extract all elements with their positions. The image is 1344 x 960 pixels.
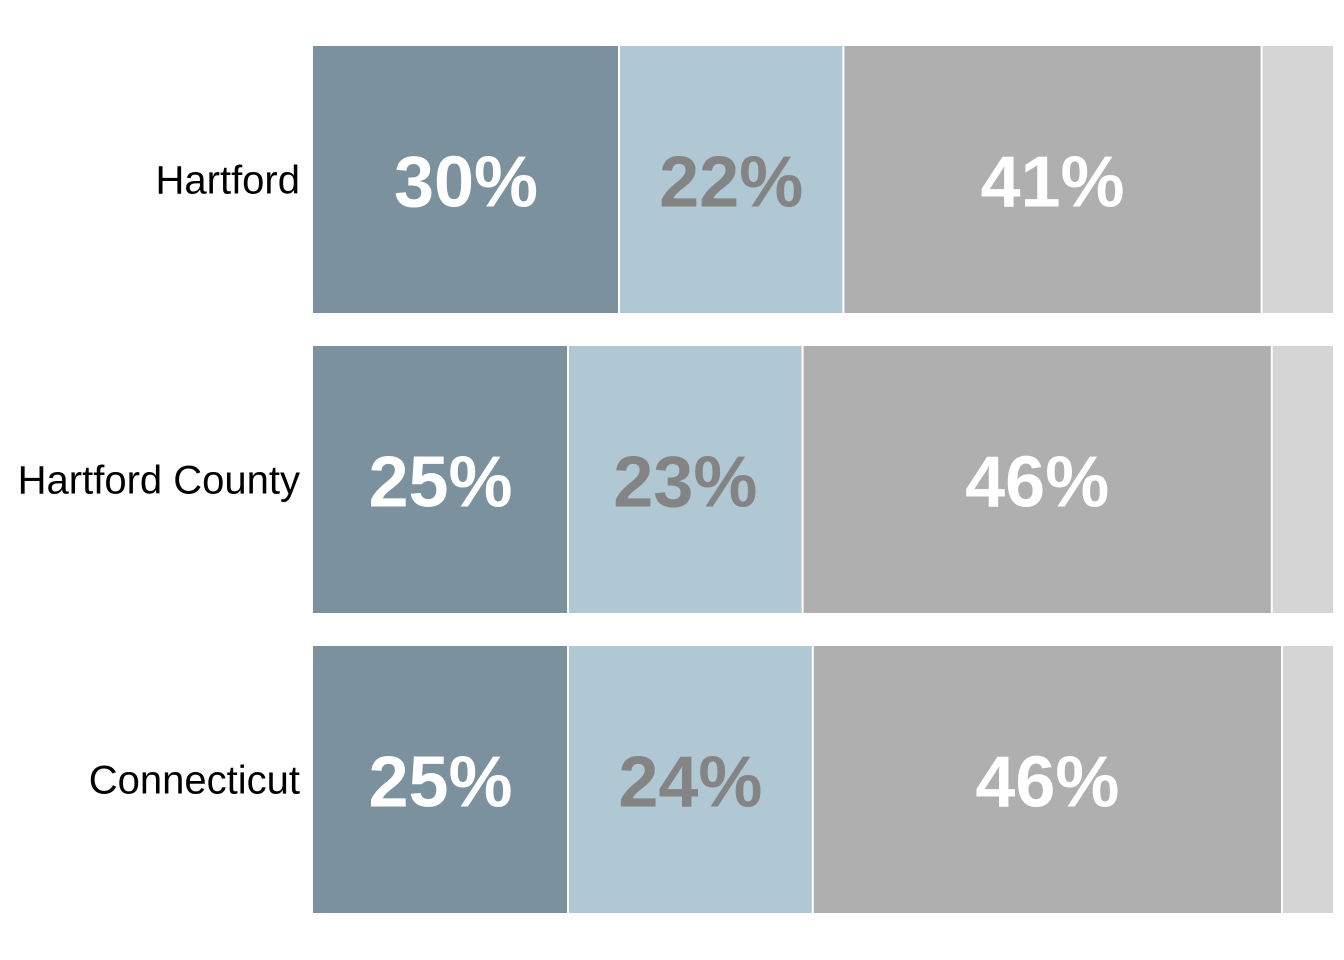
value-label: 22% <box>659 143 803 223</box>
bar-segments <box>313 46 1333 913</box>
bar-segment <box>313 46 618 313</box>
value-label: 25% <box>368 443 512 523</box>
category-labels: Hartford Hartford County Connecticut <box>18 159 300 803</box>
bar-segment <box>803 346 1271 613</box>
value-label: 46% <box>975 743 1119 823</box>
category-label: Connecticut <box>89 759 300 803</box>
value-label: 46% <box>965 443 1109 523</box>
value-label: 25% <box>368 743 512 823</box>
bar-segment <box>1262 46 1333 313</box>
value-label: 30% <box>394 143 538 223</box>
bar-segment <box>844 46 1261 313</box>
bar-segment <box>1272 346 1333 613</box>
value-label: 23% <box>613 443 757 523</box>
bar-segment <box>569 646 812 913</box>
bar-segment <box>813 646 1281 913</box>
bar-segment <box>620 46 843 313</box>
category-label: Hartford County <box>18 459 300 503</box>
value-label: 24% <box>618 743 762 823</box>
value-labels: 30% 22% 41% 25% 23% 46% 25% 24% 46% <box>368 143 1124 823</box>
category-label: Hartford <box>156 159 301 203</box>
bar-segment <box>1283 646 1333 913</box>
bar-segment <box>313 646 567 913</box>
bar-segment <box>569 346 802 613</box>
bar-segment <box>313 346 567 613</box>
value-label: 41% <box>980 143 1124 223</box>
